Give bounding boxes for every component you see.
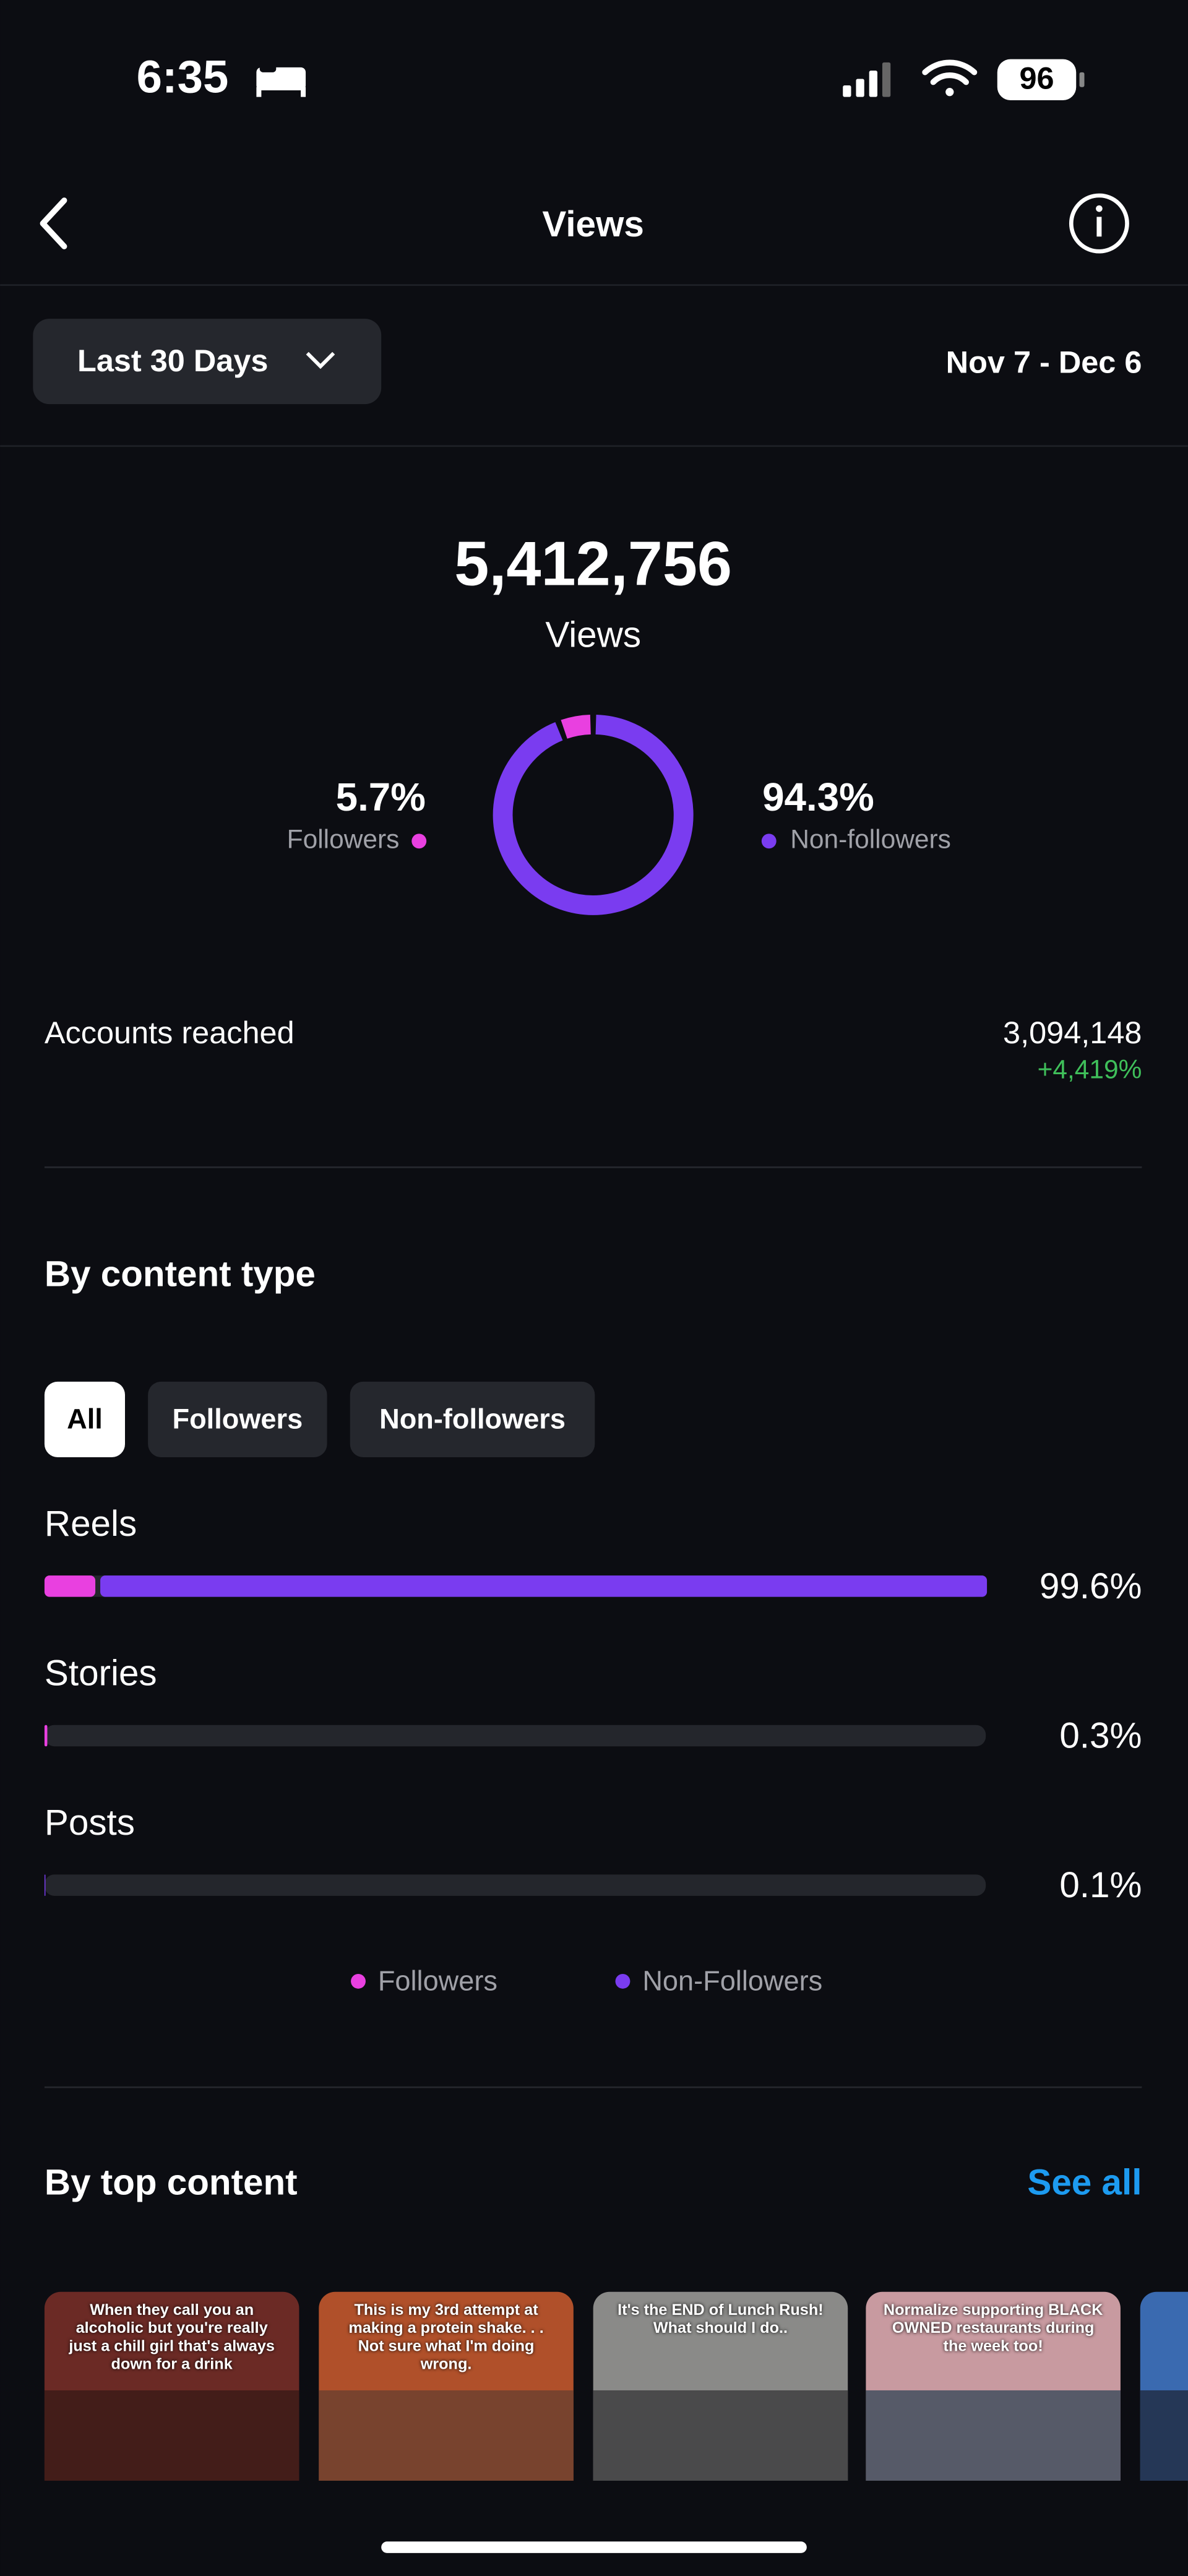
see-all-link[interactable]: See all <box>1027 2163 1142 2203</box>
bar-non-followers <box>100 1575 988 1597</box>
range-label[interactable]: Last 30 Days <box>77 343 268 378</box>
divider <box>44 1166 1142 1168</box>
tab-background[interactable] <box>148 1381 327 1457</box>
divider <box>44 2086 1142 2088</box>
thumbnail-caption-box[interactable]: It's the END of Lunch Rush! What should … <box>593 2292 848 2423</box>
thumbnail-caption-box[interactable]: Normalize supporting BLACK OWNED restaur… <box>866 2292 1121 2423</box>
home-indicator <box>381 2541 807 2553</box>
tab-label[interactable]: All <box>67 1403 103 1434</box>
page-title: Views <box>542 204 644 244</box>
accounts-reached-value: 3,094,148 <box>1003 1015 1142 1050</box>
donut-segment-followers <box>561 714 592 739</box>
signal-icon <box>843 62 891 97</box>
sleep-icon <box>256 61 306 97</box>
legend-label: Non-Followers <box>642 1965 822 1996</box>
content-thumbnail[interactable]: When they call you an alcoholic but you'… <box>44 2291 299 2522</box>
legend-dot <box>615 1973 631 1989</box>
row-total: 0.3% <box>1059 1715 1142 1755</box>
thumbnail-caption-box[interactable]: This is my 3rd attempt at making a prote… <box>319 2292 574 2423</box>
battery <box>997 59 1077 100</box>
accounts-reached-change: +4,419% <box>1038 1054 1142 1083</box>
back-button[interactable] <box>40 197 67 249</box>
thumbnail-caption[interactable]: Normalize supporting BLACK OWNED restaur… <box>883 2301 1103 2356</box>
filter-tab[interactable]: Followers <box>148 1381 327 1457</box>
row-total: 99.6% <box>1040 1566 1142 1606</box>
followers-share: 5.7% <box>336 775 426 819</box>
wifi-icon <box>922 59 978 97</box>
bottom-bar <box>0 2481 1188 2576</box>
accounts-reached-label: Accounts reached <box>45 1015 295 1050</box>
legend-dot <box>411 834 427 849</box>
divider <box>0 445 1188 447</box>
bar-non-followers <box>44 1874 46 1896</box>
filter-tab[interactable]: All <box>44 1381 126 1457</box>
bar-track <box>44 1725 986 1747</box>
row-label: Stories <box>45 1653 157 1693</box>
tab-background[interactable] <box>350 1381 595 1457</box>
followers-label: Followers <box>287 825 400 854</box>
section-title: By top content <box>45 2163 298 2203</box>
donut-segment-non-followers <box>493 714 694 915</box>
total-views-label: Views <box>545 615 641 655</box>
section-title: By content type <box>45 1254 316 1294</box>
row-label: Posts <box>45 1803 135 1843</box>
row-label: Reels <box>45 1504 137 1544</box>
divider <box>0 284 1188 286</box>
legend-dot <box>761 834 777 849</box>
tab-background[interactable] <box>44 1381 126 1457</box>
tab-label[interactable]: Followers <box>173 1403 303 1434</box>
non-followers-label: Non-followers <box>790 825 951 854</box>
thumbnail-caption[interactable]: When they call you an alcoholic but you'… <box>69 2301 275 2374</box>
thumbnail-caption-box[interactable]: When they call you an alcoholic but you'… <box>45 2292 299 2423</box>
total-views: 5,412,756 <box>454 529 732 598</box>
thumbnail-caption[interactable]: This is my 3rd attempt at making a prote… <box>348 2301 544 2374</box>
battery-level: 96 <box>1019 60 1054 95</box>
tab-label[interactable]: Non-followers <box>379 1403 566 1434</box>
thumbnail-caption[interactable]: It's the END of Lunch Rush! What should … <box>618 2301 824 2338</box>
range-dropdown[interactable]: Last 30 Days <box>33 319 382 405</box>
non-followers-share: 94.3% <box>762 775 874 819</box>
info-button[interactable] <box>1069 193 1129 254</box>
battery-tip <box>1079 72 1085 87</box>
filter-tab[interactable]: Non-followers <box>350 1381 595 1457</box>
bar-followers <box>44 1725 48 1747</box>
date-range: Nov 7 - Dec 6 <box>946 345 1142 380</box>
bar-track <box>44 1874 986 1896</box>
legend-dot <box>351 1973 366 1989</box>
row-total: 0.1% <box>1059 1865 1142 1905</box>
clock: 6:35 <box>137 51 229 103</box>
legend-label: Followers <box>378 1965 497 1996</box>
donut-chart <box>411 714 777 915</box>
bar-followers <box>44 1575 96 1597</box>
